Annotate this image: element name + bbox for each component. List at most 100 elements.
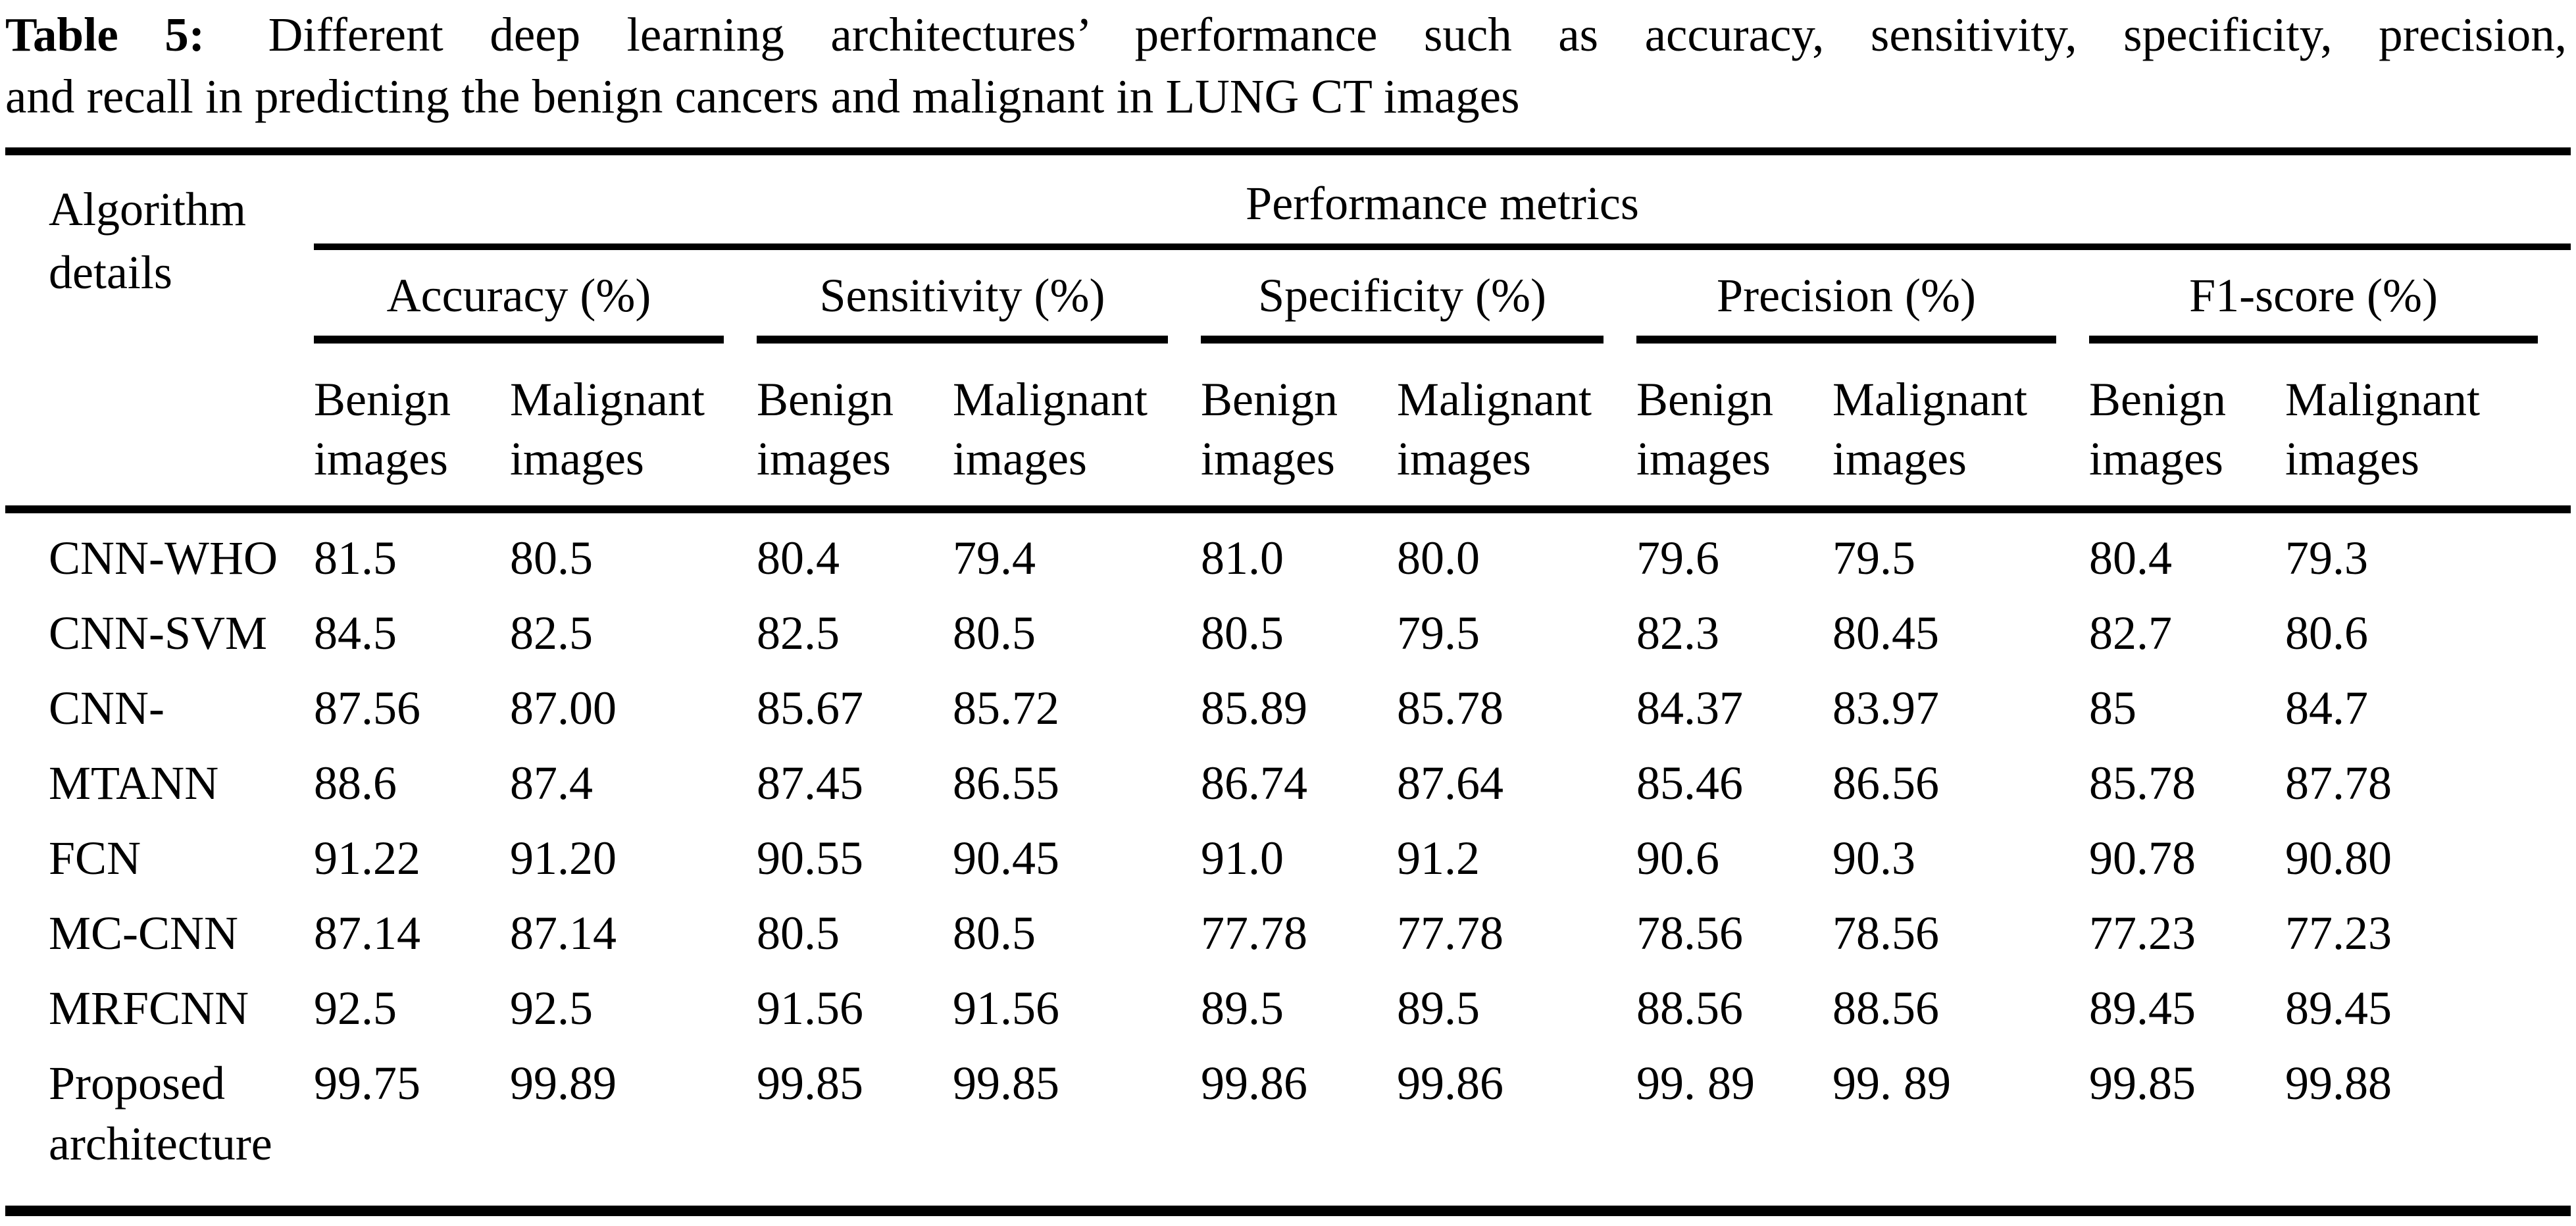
- value-cell: 99.86: [1397, 1057, 1503, 1110]
- value-cell: 78.56: [1832, 907, 1939, 959]
- value-cell: 91.20: [510, 832, 617, 884]
- value-cell: 89.45: [2285, 982, 2392, 1034]
- value-cell: 91.56: [757, 982, 863, 1034]
- value-cell: 77.78: [1397, 907, 1503, 959]
- row-label: CNN-WHO: [49, 532, 278, 584]
- results-table: Algorithm details Performance metrics Ac…: [5, 147, 2571, 1216]
- value-cell: 82.3: [1636, 607, 1719, 659]
- header-row-3: Benign images Malignant images Benign image…: [5, 344, 2571, 513]
- value-cell: 88.56: [1832, 982, 1939, 1034]
- value-cell: 80.5: [953, 907, 1036, 959]
- row-label: MTANN: [49, 757, 219, 809]
- value-cell: 82.5: [757, 607, 840, 659]
- sensitivity-label: Sensitivity (%): [757, 270, 1168, 344]
- metric-group-accuracy: Accuracy (%): [314, 247, 757, 344]
- value-cell: 88.6: [314, 757, 397, 809]
- algorithm-header-line2: details: [49, 246, 172, 299]
- value-cell: 84.7: [2285, 682, 2368, 734]
- metric-group-specificity: Specificity (%): [1201, 247, 1636, 344]
- value-cell: 79.3: [2285, 532, 2368, 584]
- value-cell: 86.55: [953, 757, 1059, 809]
- table-row: CNN-WHO 81.5 80.5 80.4 79.4 81.0 80.0 79…: [5, 509, 2571, 588]
- algorithm-details-header: Algorithm details: [5, 151, 314, 513]
- value-cell: 88.56: [1636, 982, 1743, 1034]
- value-cell: 85.72: [953, 682, 1059, 734]
- value-cell: 77.78: [1201, 907, 1307, 959]
- value-cell: 86.56: [1832, 757, 1939, 809]
- value-cell: 82.7: [2089, 607, 2172, 659]
- subheader-f1-benign: Benign images: [2089, 344, 2285, 513]
- value-cell: 87.00: [510, 682, 617, 734]
- value-cell: 89.45: [2089, 982, 2196, 1034]
- subheader-sensitivity-malignant: Malignant images: [953, 344, 1201, 513]
- value-cell: 85.78: [1397, 682, 1503, 734]
- value-cell: 99.89: [510, 1057, 617, 1110]
- subheader-f1-malignant: Malignant images: [2285, 344, 2571, 513]
- value-cell: 78.56: [1636, 907, 1743, 959]
- header-row-2: Accuracy (%) Sensitivity (%) Specificity…: [5, 247, 2571, 344]
- value-cell: 99.85: [953, 1057, 1059, 1110]
- metric-group-f1score: F1-score (%): [2089, 247, 2571, 344]
- value-cell: 99.86: [1201, 1057, 1307, 1110]
- metric-group-precision: Precision (%): [1636, 247, 2089, 344]
- value-cell: 91.22: [314, 832, 420, 884]
- table-caption-line1: Table 5: Different deep learning archite…: [5, 4, 2567, 66]
- subheader-precision-benign: Benign images: [1636, 344, 1832, 513]
- row-label: CNN-: [49, 682, 164, 734]
- table-row: FCN 91.22 91.20 90.55 90.45 91.0 91.2 90…: [5, 813, 2571, 888]
- value-cell: 92.5: [314, 982, 397, 1034]
- accuracy-label: Accuracy (%): [314, 270, 724, 344]
- specificity-label: Specificity (%): [1201, 270, 1604, 344]
- subheader-specificity-benign: Benign images: [1201, 344, 1397, 513]
- value-cell: 81.5: [314, 532, 397, 584]
- value-cell: 80.5: [510, 532, 593, 584]
- value-cell: 81.0: [1201, 532, 1284, 584]
- row-label: MC-CNN: [49, 907, 239, 959]
- subheader-accuracy-benign: Benign images: [314, 344, 510, 513]
- precision-label: Precision (%): [1636, 270, 2056, 344]
- value-cell: 91.2: [1397, 832, 1480, 884]
- value-cell: 99.75: [314, 1057, 420, 1110]
- value-cell: 79.4: [953, 532, 1036, 584]
- table-row: CNN- 87.56 87.00 85.67 85.72 85.89 85.78…: [5, 663, 2571, 738]
- row-label: FCN: [49, 832, 141, 884]
- performance-metrics-header: Performance metrics: [314, 151, 2571, 250]
- value-cell: 87.4: [510, 757, 593, 809]
- value-cell: 99.85: [757, 1057, 863, 1110]
- table-caption: Table 5: Different deep learning archite…: [5, 4, 2567, 128]
- table-row: Proposed architecture 99.75 99.89 99.85 …: [5, 1038, 2571, 1211]
- value-cell: 87.14: [510, 907, 617, 959]
- value-cell: 87.14: [314, 907, 420, 959]
- value-cell: 89.5: [1397, 982, 1480, 1034]
- value-cell: 84.5: [314, 607, 397, 659]
- value-cell: 99. 89: [1636, 1057, 1755, 1110]
- value-cell: 79.5: [1397, 607, 1480, 659]
- table-caption-text: Different deep learning architectures’ p…: [268, 8, 2567, 61]
- subheader-specificity-malignant: Malignant images: [1397, 344, 1636, 513]
- row-label: MRFCNN: [49, 982, 249, 1034]
- value-cell: 86.74: [1201, 757, 1307, 809]
- metric-group-sensitivity: Sensitivity (%): [757, 247, 1201, 344]
- value-cell: 83.97: [1832, 682, 1939, 734]
- value-cell: 99.85: [2089, 1057, 2196, 1110]
- value-cell: 87.64: [1397, 757, 1503, 809]
- table-row: CNN-SVM 84.5 82.5 82.5 80.5 80.5 79.5 82…: [5, 588, 2571, 663]
- value-cell: 85: [2089, 682, 2136, 734]
- value-cell: 90.3: [1832, 832, 1915, 884]
- table-row: MC-CNN 87.14 87.14 80.5 80.5 77.78 77.78…: [5, 888, 2571, 963]
- value-cell: 80.5: [953, 607, 1036, 659]
- value-cell: 80.4: [2089, 532, 2172, 584]
- value-cell: 79.5: [1832, 532, 1915, 584]
- header-row-1: Algorithm details Performance metrics: [5, 151, 2571, 513]
- value-cell: 77.23: [2089, 907, 2196, 959]
- value-cell: 79.6: [1636, 532, 1719, 584]
- value-cell: 77.23: [2285, 907, 2392, 959]
- value-cell: 82.5: [510, 607, 593, 659]
- table-row: MTANN 88.6 87.4 87.45 86.55 86.74 87.64 …: [5, 738, 2571, 813]
- table-caption-line2: and recall in predicting the benign canc…: [5, 70, 1520, 123]
- value-cell: 84.37: [1636, 682, 1743, 734]
- value-cell: 85.78: [2089, 757, 2196, 809]
- value-cell: 80.6: [2285, 607, 2368, 659]
- value-cell: 80.45: [1832, 607, 1939, 659]
